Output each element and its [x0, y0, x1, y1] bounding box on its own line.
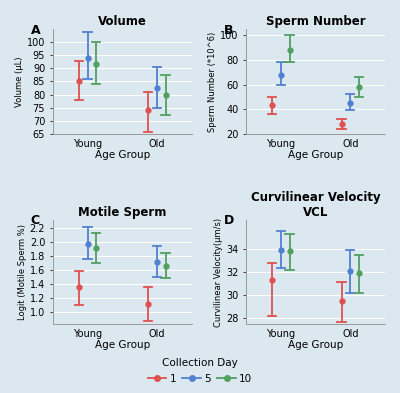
Legend: 1, 5, 10: 1, 5, 10: [144, 354, 256, 388]
Title: Motile Sperm: Motile Sperm: [78, 206, 166, 219]
Y-axis label: Volume (μL): Volume (μL): [15, 56, 24, 107]
Title: Sperm Number: Sperm Number: [266, 15, 365, 28]
Text: D: D: [224, 215, 234, 228]
Text: B: B: [224, 24, 234, 37]
Y-axis label: Logit (Motile Sperm %): Logit (Motile Sperm %): [18, 224, 27, 320]
X-axis label: Age Group: Age Group: [95, 150, 150, 160]
Text: C: C: [30, 215, 40, 228]
Text: A: A: [30, 24, 40, 37]
Y-axis label: Sperm Number (*10^6): Sperm Number (*10^6): [208, 31, 217, 132]
X-axis label: Age Group: Age Group: [288, 340, 343, 351]
Y-axis label: Curvilinear Velocity(μm/s): Curvilinear Velocity(μm/s): [214, 217, 223, 327]
Title: Curvilinear Velocity
VCL: Curvilinear Velocity VCL: [251, 191, 380, 219]
X-axis label: Age Group: Age Group: [288, 150, 343, 160]
Title: Volume: Volume: [98, 15, 147, 28]
X-axis label: Age Group: Age Group: [95, 340, 150, 351]
